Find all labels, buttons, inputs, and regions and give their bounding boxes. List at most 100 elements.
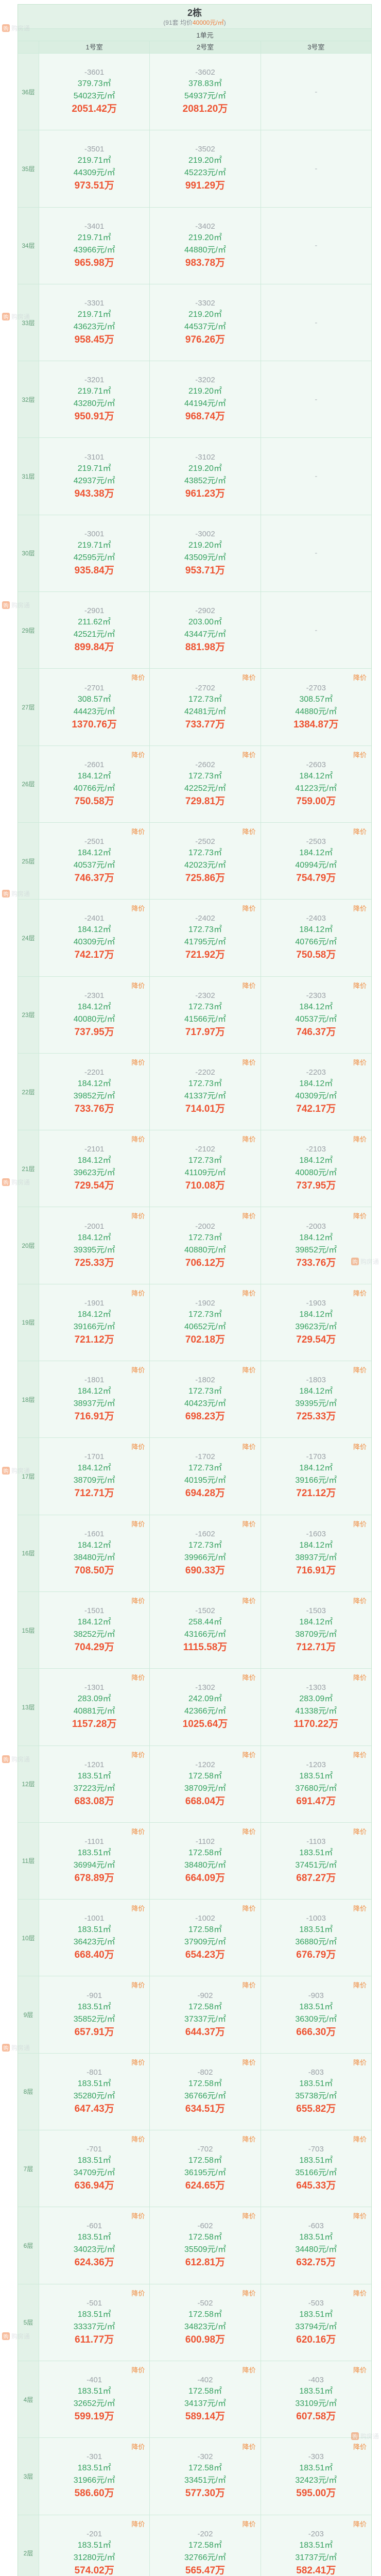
unit-cell[interactable]: 降价 -1102 172.58㎡ 38480元/㎡ 664.09万 — [149, 1822, 261, 1900]
unit-cell[interactable]: 降价 -2301 184.12㎡ 40080元/㎡ 737.95万 — [39, 976, 150, 1053]
unit-cell[interactable]: 降价 -1901 184.12㎡ 39166元/㎡ 721.12万 — [39, 1284, 150, 1361]
unit-cell[interactable]: 降价 -1202 172.58㎡ 38709元/㎡ 668.04万 — [149, 1745, 261, 1822]
unit-cell[interactable]: 降价 -802 172.58㎡ 36766元/㎡ 634.51万 — [149, 2053, 261, 2130]
unit-cell[interactable]: -3502 219.20㎡ 45223元/㎡ 991.29万 — [149, 130, 261, 207]
floor-row: 32层 -3201 219.71㎡ 43280元/㎡ 950.91万 -3202 219.2… — [18, 361, 371, 438]
unit-cell[interactable]: 降价 -1302 242.09㎡ 42366元/㎡ 1025.64万 — [149, 1669, 261, 1745]
unit-price-per-sqm: 39166元/㎡ — [295, 1476, 337, 1485]
unit-cell[interactable]: 降价 -702 172.58㎡ 36195元/㎡ 624.65万 — [149, 2130, 261, 2207]
unit-cell[interactable]: -3201 219.71㎡ 43280元/㎡ 950.91万 — [39, 361, 150, 438]
unit-cell[interactable]: 降价 -1602 172.73㎡ 39966元/㎡ 690.33万 — [149, 1515, 261, 1591]
unit-cell[interactable]: 降价 -1703 184.12㎡ 39166元/㎡ 721.12万 — [260, 1438, 371, 1515]
unit-cell[interactable]: 降价 -2001 184.12㎡ 39395元/㎡ 725.33万 — [39, 1207, 150, 1284]
unit-cell[interactable]: -3602 378.83㎡ 54937元/㎡ 2081.20万 — [149, 54, 261, 130]
unit-cell[interactable]: -3601 379.73㎡ 54023元/㎡ 2051.42万 — [39, 54, 150, 130]
unit-cell[interactable]: 降价 -1802 172.73㎡ 40423元/㎡ 698.23万 — [149, 1361, 261, 1438]
unit-cell[interactable]: 降价 -903 183.51㎡ 36309元/㎡ 666.30万 — [260, 1976, 371, 2053]
unit-area: 184.12㎡ — [77, 849, 111, 858]
unit-cell[interactable]: 降价 -402 172.58㎡ 34137元/㎡ 589.14万 — [149, 2361, 261, 2438]
unit-cell[interactable]: 降价 -2703 308.57㎡ 44880元/㎡ 1384.87万 — [260, 669, 371, 745]
unit-cell[interactable]: 降价 -803 183.51㎡ 35738元/㎡ 655.82万 — [260, 2053, 371, 2130]
unit-cell[interactable]: 降价 -1303 283.09㎡ 41338元/㎡ 1170.22万 — [260, 1669, 371, 1745]
unit-cell[interactable]: -3401 219.71㎡ 43966元/㎡ 965.98万 — [39, 207, 150, 284]
unit-cell[interactable]: 降价 -1301 283.09㎡ 40881元/㎡ 1157.28万 — [39, 1669, 150, 1745]
unit-cell[interactable]: -3301 219.71㎡ 43623元/㎡ 958.45万 — [39, 284, 150, 361]
unit-cell[interactable]: 降价 -2701 308.57㎡ 44423元/㎡ 1370.76万 — [39, 669, 150, 745]
unit-cell[interactable]: 降价 -403 183.51㎡ 33109元/㎡ 607.58万 — [260, 2361, 371, 2438]
unit-cell[interactable]: 降价 -2503 184.12㎡ 40994元/㎡ 754.79万 — [260, 822, 371, 900]
unit-cell[interactable]: 降价 -1501 184.12㎡ 38252元/㎡ 704.29万 — [39, 1591, 150, 1669]
unit-cell[interactable]: 降价 -1503 184.12㎡ 38709元/㎡ 712.71万 — [260, 1591, 371, 1669]
unit-cell[interactable]: 降价 -1201 183.51㎡ 37223元/㎡ 683.08万 — [39, 1745, 150, 1822]
unit-cell[interactable]: 降价 -2103 184.12㎡ 40080元/㎡ 737.95万 — [260, 1130, 371, 1207]
unit-cell[interactable]: 降价 -2203 184.12㎡ 40309元/㎡ 742.17万 — [260, 1053, 371, 1130]
unit-total-price: 733.77万 — [185, 719, 226, 730]
unit-price-per-sqm: 31966元/㎡ — [73, 2476, 115, 2485]
unit-total-price: 1115.58万 — [183, 1642, 228, 1653]
unit-cell[interactable]: 降价 -2602 172.73㎡ 42252元/㎡ 729.81万 — [149, 745, 261, 822]
unit-cell[interactable]: 降价 -2101 184.12㎡ 39623元/㎡ 729.54万 — [39, 1130, 150, 1207]
unit-cell[interactable]: 降价 -2501 184.12㎡ 40537元/㎡ 746.37万 — [39, 822, 150, 900]
unit-cell[interactable]: 降价 -301 183.51㎡ 31966元/㎡ 586.60万 — [39, 2438, 150, 2515]
unit-cell[interactable]: 降价 -2302 172.73㎡ 41566元/㎡ 717.97万 — [149, 976, 261, 1053]
unit-cell[interactable]: 降价 -2303 184.12㎡ 40537元/㎡ 746.37万 — [260, 976, 371, 1053]
unit-cell[interactable]: -2902 203.00㎡ 43447元/㎡ 881.98万 — [149, 592, 261, 669]
unit-area: 183.51㎡ — [299, 1771, 333, 1781]
unit-total-price: 953.71万 — [185, 565, 226, 576]
unit-cell[interactable]: 降价 -503 183.51㎡ 33794元/㎡ 620.16万 — [260, 2284, 371, 2361]
unit-cell[interactable]: 降价 -2401 184.12㎡ 40309元/㎡ 742.17万 — [39, 900, 150, 976]
unit-cell[interactable]: 降价 -703 183.51㎡ 35166元/㎡ 645.33万 — [260, 2130, 371, 2207]
unit-cell[interactable]: 降价 -2002 172.73㎡ 40880元/㎡ 706.12万 — [149, 1207, 261, 1284]
unit-cell[interactable]: 降价 -2202 172.73㎡ 41337元/㎡ 714.01万 — [149, 1053, 261, 1130]
unit-cell[interactable]: 降价 -401 183.51㎡ 32652元/㎡ 599.19万 — [39, 2361, 150, 2438]
unit-cell[interactable]: -3001 219.71㎡ 42595元/㎡ 935.84万 — [39, 515, 150, 592]
unit-area: 172.73㎡ — [188, 1002, 222, 1011]
unit-cell[interactable]: 降价 -902 172.58㎡ 37337元/㎡ 644.37万 — [149, 1976, 261, 2053]
unit-cell[interactable]: 降价 -1101 183.51㎡ 36994元/㎡ 678.89万 — [39, 1822, 150, 1900]
unit-cell[interactable]: 降价 -1702 172.73㎡ 40195元/㎡ 694.28万 — [149, 1438, 261, 1515]
unit-cell[interactable]: -3102 219.20㎡ 43852元/㎡ 961.23万 — [149, 438, 261, 515]
unit-cell[interactable]: 降价 -1001 183.51㎡ 36423元/㎡ 668.40万 — [39, 1900, 150, 1976]
unit-cell[interactable]: -3202 219.20㎡ 44194元/㎡ 968.74万 — [149, 361, 261, 438]
unit-cell[interactable]: 降价 -1603 184.12㎡ 38937元/㎡ 716.91万 — [260, 1515, 371, 1591]
unit-cell[interactable]: 降价 -1103 183.51㎡ 37451元/㎡ 687.27万 — [260, 1822, 371, 1900]
unit-cell[interactable]: -2901 211.62㎡ 42521元/㎡ 899.84万 — [39, 592, 150, 669]
unit-cell[interactable]: 降价 -2702 172.73㎡ 42481元/㎡ 733.77万 — [149, 669, 261, 745]
unit-cell[interactable]: 降价 -602 172.58㎡ 35509元/㎡ 612.81万 — [149, 2207, 261, 2284]
unit-cell[interactable]: 降价 -1502 258.44㎡ 43166元/㎡ 1115.58万 — [149, 1591, 261, 1669]
unit-cell[interactable]: 降价 -1701 184.12㎡ 38709元/㎡ 712.71万 — [39, 1438, 150, 1515]
unit-cell[interactable]: 降价 -801 183.51㎡ 35280元/㎡ 647.43万 — [39, 2053, 150, 2130]
unit-cell[interactable]: 降价 -203 183.51㎡ 31737元/㎡ 582.41万 — [260, 2515, 371, 2576]
unit-cell[interactable]: 降价 -303 183.51㎡ 32423元/㎡ 595.00万 — [260, 2438, 371, 2515]
unit-cell[interactable]: 降价 -2102 172.73㎡ 41109元/㎡ 710.08万 — [149, 1130, 261, 1207]
unit-cell[interactable]: -3101 219.71㎡ 42937元/㎡ 943.38万 — [39, 438, 150, 515]
unit-cell[interactable]: 降价 -2601 184.12㎡ 40766元/㎡ 750.58万 — [39, 745, 150, 822]
unit-cell[interactable]: -3402 219.20㎡ 44880元/㎡ 983.78万 — [149, 207, 261, 284]
unit-cell[interactable]: 降价 -1203 183.51㎡ 37680元/㎡ 691.47万 — [260, 1745, 371, 1822]
unit-cell[interactable]: 降价 -1903 184.12㎡ 39623元/㎡ 729.54万 — [260, 1284, 371, 1361]
unit-cell[interactable]: -3002 219.20㎡ 43509元/㎡ 953.71万 — [149, 515, 261, 592]
unit-cell[interactable]: 降价 -2201 184.12㎡ 39852元/㎡ 733.76万 — [39, 1053, 150, 1130]
unit-cell[interactable]: 降价 -501 183.51㎡ 33337元/㎡ 611.77万 — [39, 2284, 150, 2361]
unit-cell[interactable]: 降价 -1003 183.51㎡ 36880元/㎡ 676.79万 — [260, 1900, 371, 1976]
unit-cell[interactable]: -3501 219.71㎡ 44309元/㎡ 973.51万 — [39, 130, 150, 207]
unit-cell[interactable]: 降价 -2402 172.73㎡ 41795元/㎡ 721.92万 — [149, 900, 261, 976]
unit-cell[interactable]: -3302 219.20㎡ 44537元/㎡ 976.26万 — [149, 284, 261, 361]
unit-cell[interactable]: 降价 -2403 184.12㎡ 40766元/㎡ 750.58万 — [260, 900, 371, 976]
unit-cell[interactable]: 降价 -1902 172.73㎡ 40652元/㎡ 702.18万 — [149, 1284, 261, 1361]
unit-cell[interactable]: 降价 -502 172.58㎡ 34823元/㎡ 600.98万 — [149, 2284, 261, 2361]
unit-cell[interactable]: 降价 -701 183.51㎡ 34709元/㎡ 636.94万 — [39, 2130, 150, 2207]
unit-cell[interactable]: 降价 -1002 172.58㎡ 37909元/㎡ 654.23万 — [149, 1900, 261, 1976]
unit-cell[interactable]: 降价 -1803 184.12㎡ 39395元/㎡ 725.33万 — [260, 1361, 371, 1438]
unit-cell[interactable]: 降价 -2603 184.12㎡ 41223元/㎡ 759.00万 — [260, 745, 371, 822]
unit-cell[interactable]: 降价 -603 183.51㎡ 34480元/㎡ 632.75万 — [260, 2207, 371, 2284]
unit-cell[interactable]: 降价 -1801 184.12㎡ 38937元/㎡ 716.91万 — [39, 1361, 150, 1438]
unit-cell[interactable]: 降价 -2003 184.12㎡ 39852元/㎡ 733.76万 — [260, 1207, 371, 1284]
unit-cell[interactable]: 降价 -302 172.58㎡ 33451元/㎡ 577.30万 — [149, 2438, 261, 2515]
unit-cell[interactable]: 降价 -201 183.51㎡ 31280元/㎡ 574.02万 — [39, 2515, 150, 2576]
unit-cell[interactable]: 降价 -901 183.51㎡ 35852元/㎡ 657.91万 — [39, 1976, 150, 2053]
unit-cell[interactable]: 降价 -202 172.58㎡ 32766元/㎡ 565.47万 — [149, 2515, 261, 2576]
unit-cell[interactable]: 降价 -1601 184.12㎡ 38480元/㎡ 708.50万 — [39, 1515, 150, 1591]
unit-cell[interactable]: 降价 -2502 172.73㎡ 42023元/㎡ 725.86万 — [149, 822, 261, 900]
unit-cell[interactable]: 降价 -601 183.51㎡ 34023元/㎡ 624.36万 — [39, 2207, 150, 2284]
